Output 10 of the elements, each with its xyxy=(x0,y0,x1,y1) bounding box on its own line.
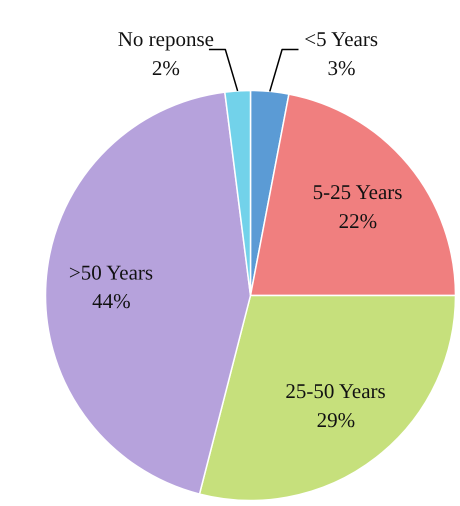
data-label: 44% xyxy=(92,289,131,314)
slice-label: <5 Years xyxy=(304,27,378,52)
data-label: 22% xyxy=(338,209,378,234)
data-label: 3% xyxy=(328,56,356,80)
slice-label: No reponse xyxy=(118,27,214,52)
slice-label: 5-25 Years xyxy=(312,180,402,204)
slice-label: 25-50 Years xyxy=(285,379,386,404)
data-label: 29% xyxy=(316,408,356,432)
slice-label: >50 Years xyxy=(68,260,154,284)
data-label: 2% xyxy=(152,56,180,80)
